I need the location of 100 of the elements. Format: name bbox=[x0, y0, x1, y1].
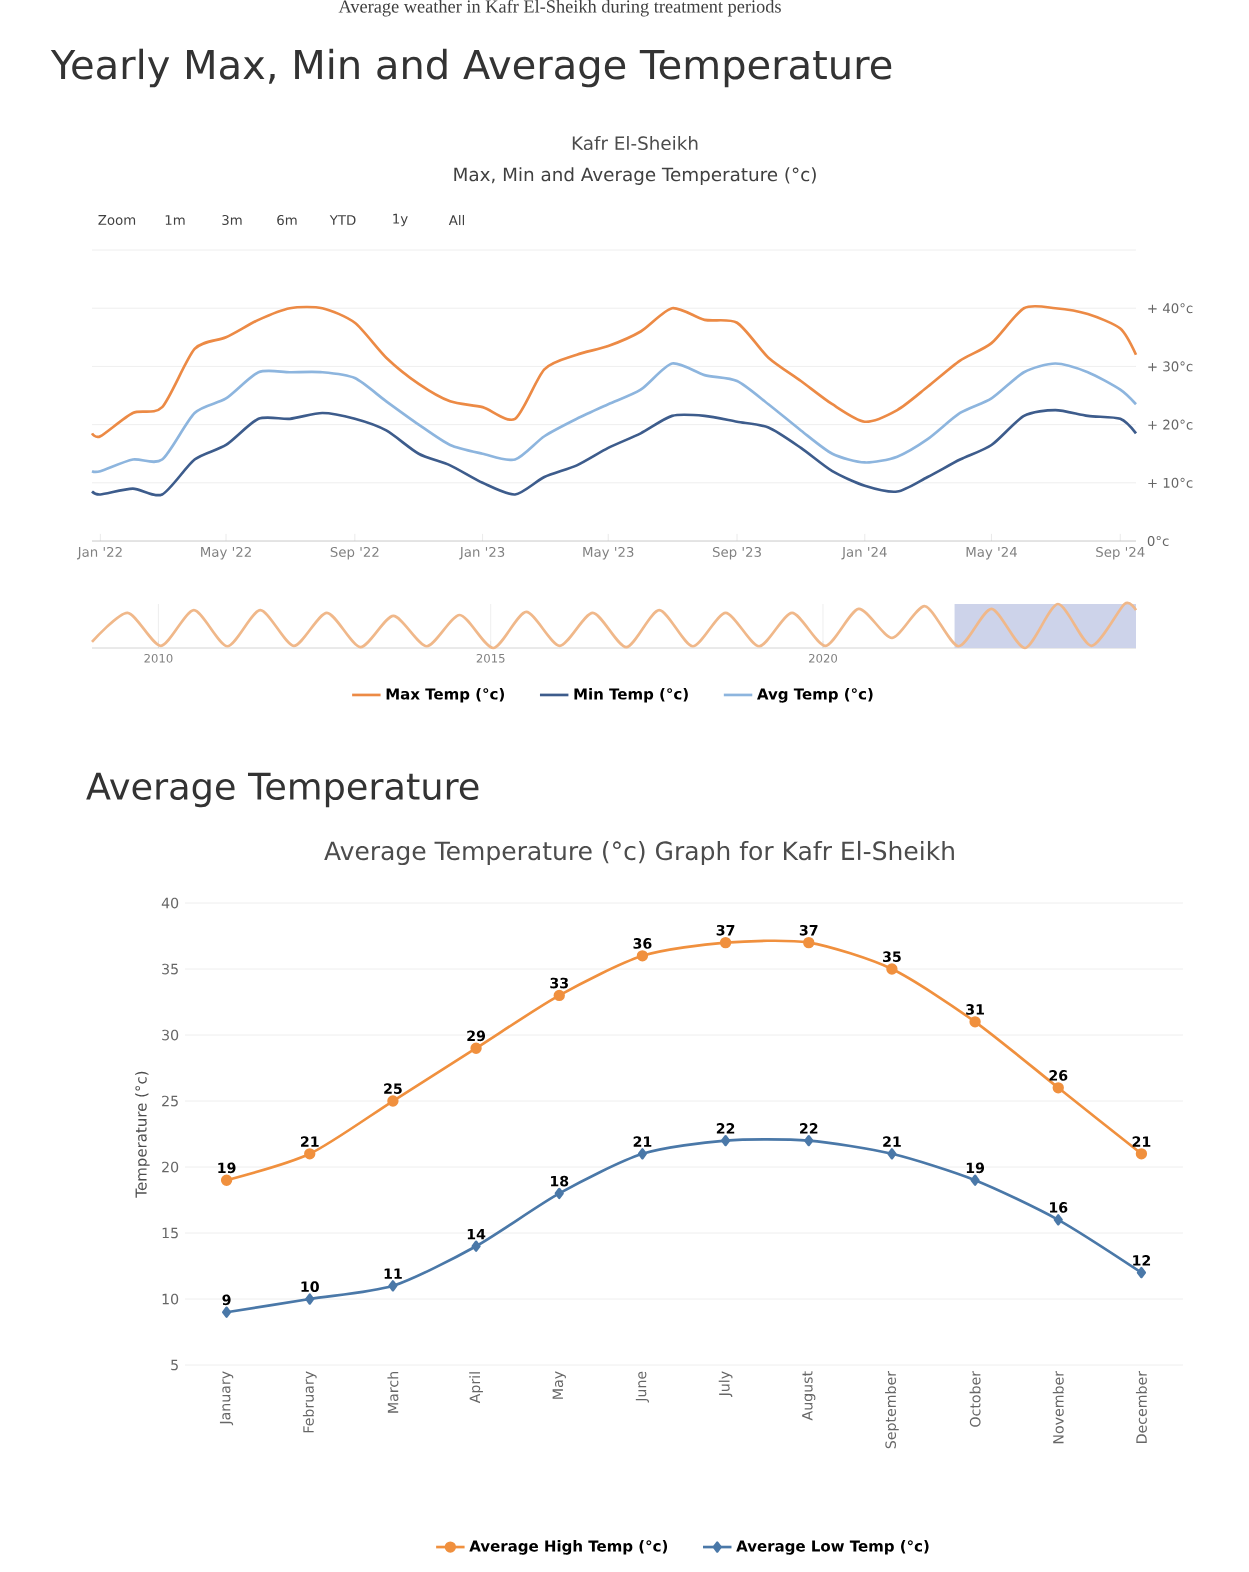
x-tick-label: Sep '24 bbox=[1096, 546, 1145, 560]
x-tick-label: May '24 bbox=[966, 546, 1017, 560]
x-tick-label: December bbox=[1135, 1370, 1147, 1443]
line-series bbox=[90, 408, 1138, 496]
x-tick-label: February bbox=[302, 1371, 317, 1433]
x-tick-label: June bbox=[635, 1371, 650, 1403]
data-label: 18 bbox=[550, 1175, 569, 1187]
data-label: 12 bbox=[1133, 1255, 1151, 1266]
y-tick-label: + 10°c bbox=[1148, 477, 1193, 488]
data-label: 21 bbox=[1132, 1136, 1151, 1147]
y-tick-label: 10 bbox=[162, 1293, 179, 1305]
x-tick-label: May '22 bbox=[201, 546, 251, 560]
y-tick-label: 30 bbox=[162, 1029, 179, 1041]
point bbox=[970, 1174, 980, 1186]
point bbox=[803, 936, 815, 949]
data-label: 22 bbox=[716, 1123, 735, 1134]
x-tick-label: September bbox=[885, 1370, 899, 1449]
data-label: 26 bbox=[1049, 1070, 1068, 1081]
data-label: 33 bbox=[550, 977, 568, 989]
data-label: 37 bbox=[716, 924, 735, 936]
point bbox=[221, 1306, 232, 1318]
point bbox=[886, 963, 898, 975]
point bbox=[305, 1293, 315, 1305]
point bbox=[804, 1134, 814, 1147]
data-label: 11 bbox=[384, 1268, 402, 1279]
data-label: 25 bbox=[384, 1083, 402, 1095]
point bbox=[720, 1134, 731, 1147]
point bbox=[636, 950, 649, 962]
chart-title: Average Temperature bbox=[86, 772, 479, 808]
y-tick-label: 0°c bbox=[1147, 535, 1169, 547]
data-label: 29 bbox=[467, 1030, 486, 1042]
point bbox=[1136, 1266, 1147, 1279]
point bbox=[470, 1042, 482, 1054]
legend-label: Average High Temp (°c) bbox=[469, 1540, 668, 1555]
x-tick-label: April bbox=[469, 1372, 483, 1404]
data-label: 16 bbox=[1049, 1202, 1068, 1213]
point bbox=[304, 1148, 316, 1160]
point bbox=[969, 1016, 981, 1028]
point bbox=[220, 1174, 233, 1186]
y-tick-label: 25 bbox=[162, 1095, 178, 1107]
text: Average weather in Kafr El-Sheikh during treatment periods bbox=[338, 0, 781, 17]
data-label: 31 bbox=[966, 1004, 984, 1015]
y-tick-label: + 30°c bbox=[1148, 361, 1193, 372]
x-tick-label: Sep '23 bbox=[712, 546, 761, 560]
point bbox=[719, 936, 732, 949]
x-tick-label: October bbox=[969, 1370, 981, 1427]
text: 6m bbox=[277, 214, 297, 226]
point bbox=[637, 1148, 648, 1160]
y-tick-label: + 20°c bbox=[1148, 419, 1193, 430]
point bbox=[553, 989, 565, 1002]
legend-label: Max Temp (°c) bbox=[386, 688, 504, 703]
y-tick-label: 40 bbox=[161, 897, 179, 909]
x-tick-label: January bbox=[219, 1371, 234, 1426]
data-label: 37 bbox=[799, 924, 818, 936]
data-label: 21 bbox=[633, 1136, 652, 1147]
point bbox=[471, 1240, 481, 1252]
chart-subtitle: Average Temperature (°c) Graph for Kafr El-Sheikh bbox=[324, 840, 954, 866]
x-tick-label: May bbox=[552, 1371, 566, 1399]
y-tick-label: 35 bbox=[162, 963, 178, 975]
data-label: 14 bbox=[467, 1228, 486, 1240]
x-tick-label: November bbox=[1052, 1370, 1064, 1444]
data-label: 9 bbox=[222, 1294, 231, 1306]
x-tick-label: Jan '22 bbox=[76, 546, 122, 560]
data-label: 19 bbox=[966, 1162, 985, 1174]
text: 1y bbox=[393, 213, 408, 227]
legend-label: Average Low Temp (°c) bbox=[736, 1540, 929, 1555]
x-tick-label: March bbox=[387, 1372, 399, 1413]
point bbox=[388, 1280, 398, 1292]
data-label: 22 bbox=[800, 1123, 818, 1134]
line-series bbox=[90, 362, 1138, 473]
text: 3m bbox=[222, 214, 242, 226]
point bbox=[887, 1148, 897, 1160]
point bbox=[1135, 1148, 1148, 1160]
data-label: 36 bbox=[633, 938, 652, 949]
y-axis-title: Temperature (°c) bbox=[135, 1071, 150, 1198]
point bbox=[554, 1187, 564, 1200]
text: Max, Min and Average Temperature (°c) bbox=[454, 167, 816, 185]
x-tick-label: 2020 bbox=[809, 653, 838, 663]
y-tick-label: 15 bbox=[162, 1227, 178, 1239]
x-tick-label: May '23 bbox=[583, 546, 634, 560]
point bbox=[1053, 1214, 1063, 1226]
data-label: 10 bbox=[301, 1281, 319, 1293]
x-tick-label: August bbox=[802, 1371, 816, 1421]
data-label: 21 bbox=[301, 1136, 319, 1147]
chart-title: Yearly Max, Min and Average Temperature bbox=[50, 48, 892, 88]
text: Zoom bbox=[98, 215, 136, 225]
x-tick-label: Sep '22 bbox=[330, 546, 379, 560]
data-label: 21 bbox=[883, 1136, 901, 1147]
point bbox=[387, 1095, 399, 1107]
chart-subtitle: Kafr El-Sheikh bbox=[572, 135, 698, 151]
legend-label: Min Temp (°c) bbox=[574, 688, 688, 703]
x-tick-label: 2010 bbox=[144, 653, 173, 663]
text: All bbox=[448, 214, 465, 226]
x-tick-label: Jan '24 bbox=[841, 546, 887, 560]
y-tick-label: 5 bbox=[171, 1359, 178, 1371]
point bbox=[1052, 1082, 1064, 1094]
x-tick-label: July bbox=[718, 1371, 733, 1398]
y-tick-label: 20 bbox=[162, 1161, 179, 1173]
data-label: 19 bbox=[218, 1162, 236, 1174]
text: 1m bbox=[165, 215, 185, 225]
